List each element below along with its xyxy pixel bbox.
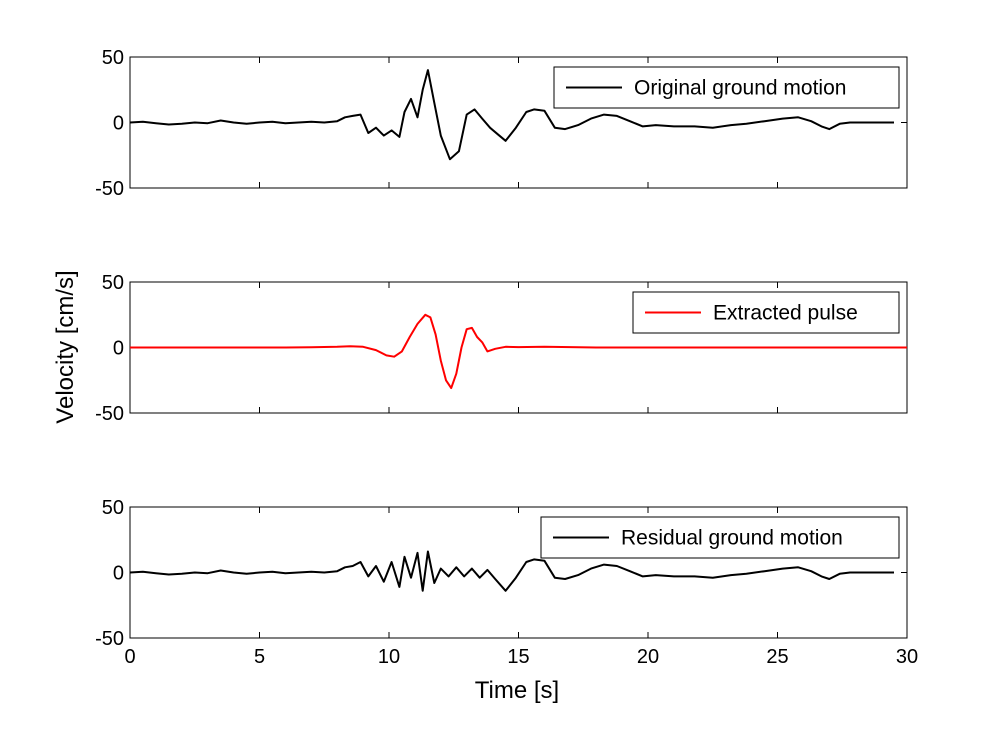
y-tick-label: -50 — [95, 628, 124, 650]
legend: Residual ground motion — [540, 516, 900, 559]
y-tick-label: 0 — [113, 113, 124, 135]
legend-label: Residual ground motion — [621, 527, 843, 550]
x-tick-label: 25 — [766, 646, 788, 668]
y-axis-label: Velocity [cm/s] — [52, 270, 79, 423]
panel-2: 50 0 -50 Extracted pulse — [95, 272, 908, 425]
y-tick-label: 50 — [102, 272, 124, 294]
y-tick-label: 50 — [102, 47, 124, 69]
x-tick-label: 30 — [896, 646, 918, 668]
x-tick-label: 5 — [254, 646, 265, 668]
legend: Original ground motion — [553, 66, 900, 109]
legend-label: Extracted pulse — [713, 302, 858, 325]
legend: Extracted pulse — [632, 291, 900, 334]
x-axis-label: Time [s] — [475, 677, 559, 704]
y-tick-label: 0 — [113, 563, 124, 585]
x-tick-label: 15 — [507, 646, 529, 668]
x-tick-label: 20 — [637, 646, 659, 668]
series-line — [129, 550, 894, 592]
y-tick-label: 50 — [102, 497, 124, 519]
series-line — [129, 69, 894, 161]
x-tick-label: 10 — [378, 646, 400, 668]
y-tick-label: -50 — [95, 178, 124, 200]
x-tick-label: 0 — [124, 646, 135, 668]
panel-1: 50 0 -50 Original ground motion — [95, 47, 908, 200]
y-tick-label: 0 — [113, 338, 124, 360]
legend-label: Original ground motion — [634, 77, 846, 100]
y-tick-label: -50 — [95, 403, 124, 425]
series-line — [130, 313, 907, 390]
